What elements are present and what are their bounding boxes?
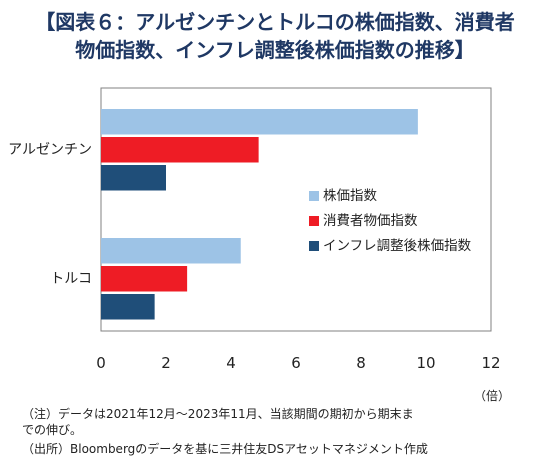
bar-turkey-series-3 [101, 294, 155, 320]
legend-swatch-2 [309, 216, 319, 226]
bar-argentina-series-1 [101, 109, 418, 135]
x-tick-label: 6 [291, 354, 301, 372]
bar-turkey-series-1 [101, 238, 241, 264]
x-axis-unit-label: （倍） [473, 389, 510, 403]
source-line: （出所）Bloombergのデータを基に三井住友DSアセットマネジメント作成 [22, 442, 428, 456]
legend-label-2: 消費者物価指数 [323, 213, 418, 229]
category-label-argentina: アルゼンチン [8, 142, 92, 158]
x-tick-label: 12 [481, 354, 500, 372]
bar-argentina-series-3 [101, 165, 166, 191]
legend-label-1: 株価指数 [323, 188, 377, 204]
chart-title-line1: 【図表６：アルゼンチンとトルコの株価指数、消費者 [35, 10, 515, 34]
x-tick-label: 8 [356, 354, 366, 372]
x-tick-label: 2 [161, 354, 171, 372]
x-tick-label: 0 [96, 354, 106, 372]
chart-title-line2: 物価指数、インフレ調整後株価指数の推移】 [75, 38, 475, 62]
legend-swatch-1 [309, 191, 319, 201]
legend-label-3: インフレ調整後株価指数 [323, 238, 472, 254]
note-line-1: （注）データは2021年12月～2023年11月、当該期間の期初から期末ま [22, 407, 414, 421]
bar-turkey-series-2 [101, 266, 188, 292]
plot-frame [100, 87, 492, 332]
note-line-2: での伸び。 [22, 423, 83, 437]
category-label-turkey: トルコ [50, 271, 92, 287]
x-tick-label: 4 [226, 354, 236, 372]
x-tick-label: 10 [416, 354, 435, 372]
bar-argentina-series-2 [101, 137, 259, 163]
legend-swatch-3 [309, 241, 319, 251]
